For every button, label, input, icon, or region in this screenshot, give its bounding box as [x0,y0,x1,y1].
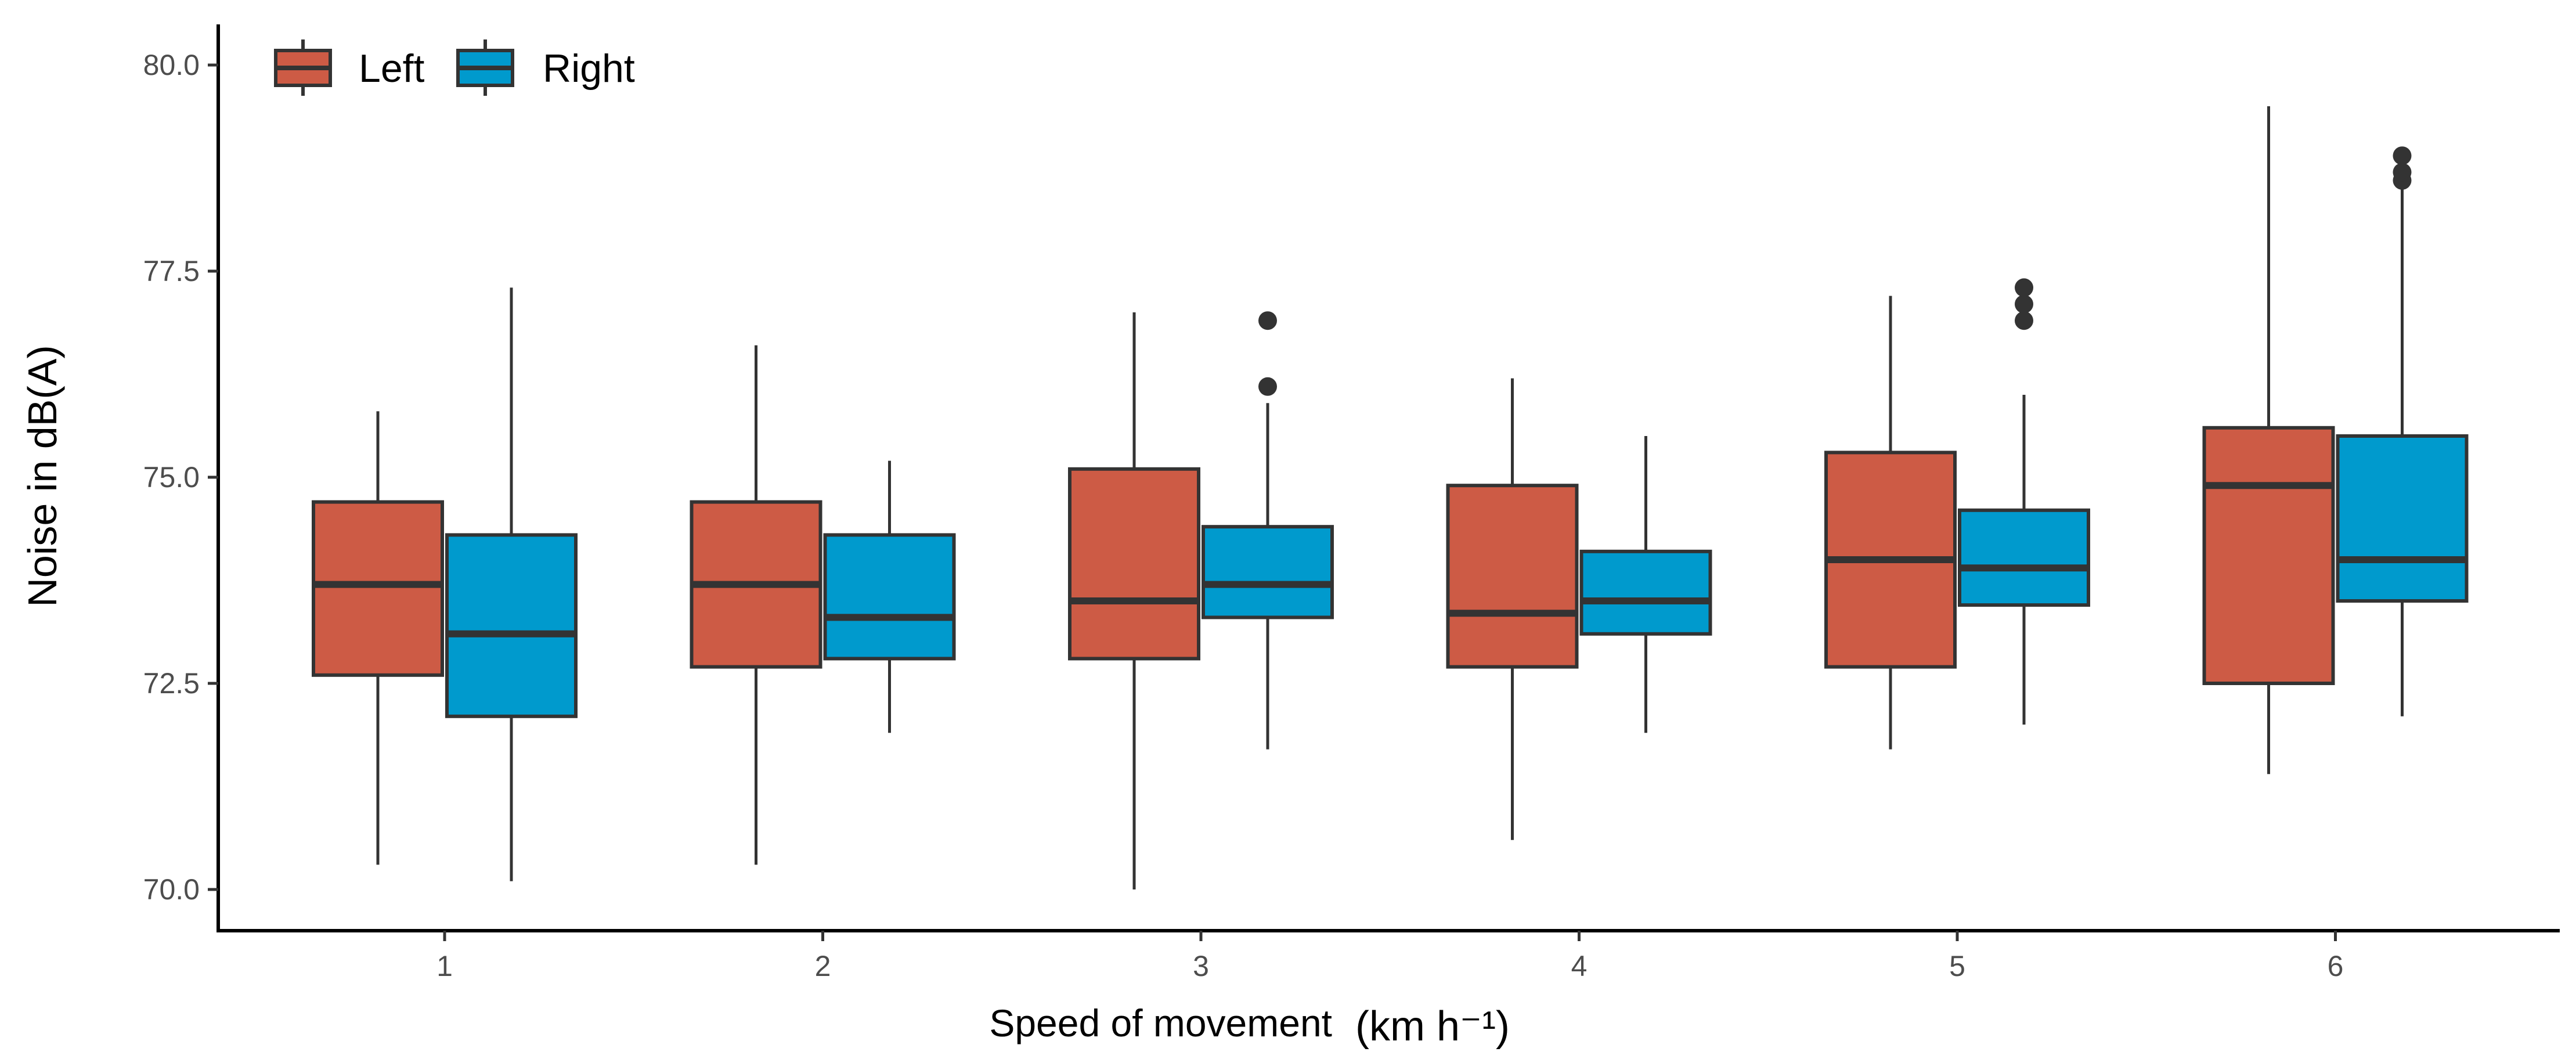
box-right-6 [2336,146,2469,716]
iqr-box [1068,467,1200,661]
iqr-box [1579,549,1712,636]
box-left-3 [1068,312,1200,889]
legend-right-label: Right [543,46,635,91]
y-tick-label: 75.0 [143,461,200,494]
legend: Left Right [274,39,635,96]
box-left-4 [1446,378,1579,840]
iqr-box [823,533,956,661]
x-tick-label: 3 [1193,950,1209,982]
box-left-6 [2202,106,2335,775]
box-series [312,106,2469,889]
box-right-5 [1958,278,2090,725]
iqr-box [2336,434,2469,603]
outlier-point [2393,163,2412,182]
y-tick-label: 70.0 [143,873,200,906]
outlier-point [2015,278,2033,297]
outlier-point [1258,311,1277,330]
legend-item-right: Right [456,39,635,96]
x-axis-ticks: 1 2 3 4 5 6 [436,931,2343,982]
x-tick-label: 4 [1571,950,1588,982]
legend-item-left: Left [274,39,425,96]
y-axis-ticks: 70.0 72.5 75.0 77.5 80.0 [143,49,218,906]
iqr-box [445,533,578,718]
box-right-3 [1202,311,1334,750]
box-right-2 [823,460,956,733]
box-left-2 [690,345,822,865]
x-tick-label: 6 [2328,950,2344,982]
outlier-point [2015,294,2033,314]
x-tick-label: 2 [815,950,831,982]
y-tick-label: 77.5 [143,255,200,287]
iqr-box [1446,484,1579,669]
y-tick-label: 72.5 [143,667,200,700]
outlier-point [1258,377,1277,396]
x-axis-unit-label: (km h⁻¹) [1355,1003,1510,1050]
y-tick-label: 80.0 [143,49,200,81]
x-tick-label: 1 [436,950,453,982]
x-axis-label: Speed of movement [989,1002,1332,1044]
iqr-box [1202,525,1334,619]
x-tick-label: 5 [1949,950,1965,982]
iqr-box [312,500,444,677]
y-axis-label: Noise in dB(A) [20,345,65,607]
box-left-5 [1824,296,1957,750]
box-right-4 [1579,436,1712,733]
outlier-point [2393,146,2412,165]
iqr-box [2202,426,2335,685]
box-right-1 [445,287,578,881]
legend-left-label: Left [359,46,425,91]
iqr-box [1958,508,2090,607]
box-left-1 [312,411,444,865]
outlier-point [2015,311,2033,330]
